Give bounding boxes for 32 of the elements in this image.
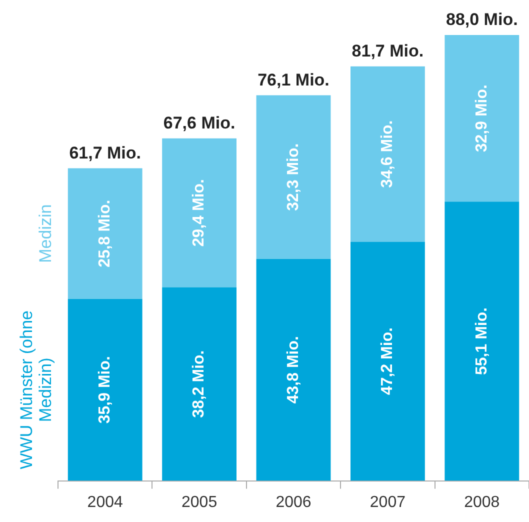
bar [256,258,331,481]
total-label: 67,6 Mio. [163,114,236,133]
data-label: 25,8 Mio. [96,200,114,268]
data-label: 38,2 Mio. [190,350,208,418]
data-label: 43,8 Mio. [284,336,302,404]
bar [162,138,237,288]
bar [350,242,425,481]
x-tick-label: 2004 [87,494,123,511]
data-label: 55,1 Mio. [473,307,490,376]
bar [162,287,237,481]
total-label: 81,7 Mio. [352,42,424,61]
total-label: 88,0 Mio. [446,10,518,30]
text: Medizin [36,204,56,263]
bar [68,168,142,299]
data-label: 32,3 Mio. [284,143,302,211]
data-label: 29,4 Mio. [190,179,208,247]
text: WWU Münster (ohne Medizin) [17,310,56,470]
bar [68,298,142,481]
total-label: 76,1 Mio. [258,70,330,90]
data-label: 35,9 Mio. [96,356,114,424]
bar [256,95,331,259]
data-label: 32,9 Mio. [473,84,490,152]
data-label: 34,6 Mio. [379,120,396,188]
x-tick-label: 2005 [182,494,218,511]
bar [444,35,520,202]
data-label: 47,2 Mio. [379,327,396,396]
bar [444,202,520,481]
x-tick-label: 2007 [370,494,406,511]
x-tick-label: 2006 [276,494,312,511]
bar [350,66,425,242]
x-tick-label: 2008 [464,494,500,511]
total-label: 61,7 Mio. [69,143,142,162]
